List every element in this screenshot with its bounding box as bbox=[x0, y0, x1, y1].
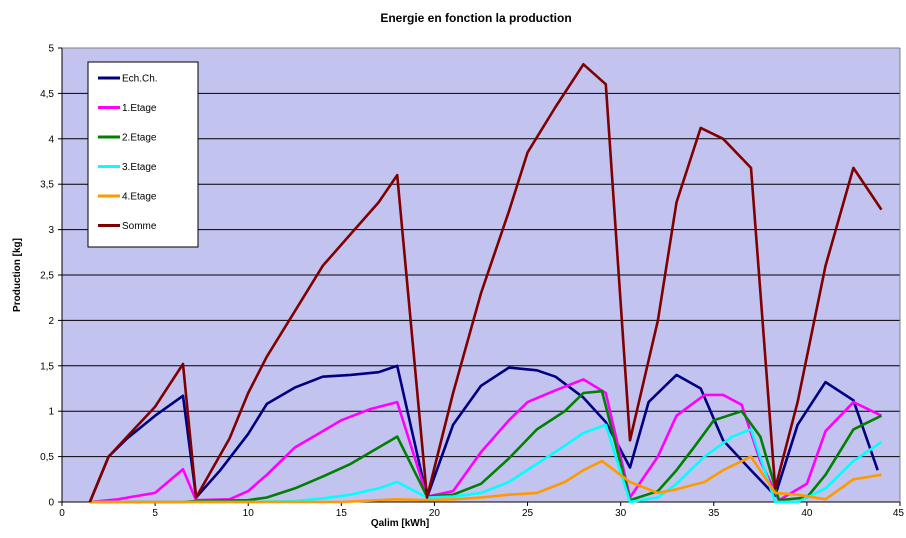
y-tick-label: 1 bbox=[48, 407, 54, 418]
legend-entry: 1.Etage bbox=[122, 103, 157, 114]
x-tick-label: 10 bbox=[243, 508, 255, 519]
series-line-5 bbox=[89, 455, 882, 504]
y-tick-label: 4,5 bbox=[40, 89, 54, 100]
legend-entry: 4.Etage bbox=[122, 192, 157, 203]
legend-entry: 3.Etage bbox=[122, 162, 157, 173]
y-tick-label: 0 bbox=[48, 498, 54, 509]
series-line-6 bbox=[88, 63, 883, 503]
x-tick-label: 5 bbox=[152, 508, 158, 519]
x-axis-label: Qalim [kWh] bbox=[371, 518, 429, 529]
legend-box bbox=[87, 61, 199, 248]
y-tick-label: 2 bbox=[48, 316, 54, 327]
x-axis-ticks: 0 5 10 15 20 25 30 35 40 45 bbox=[59, 502, 904, 519]
y-tick-label: 2,5 bbox=[40, 271, 54, 282]
legend-entry: Ech.Ch. bbox=[122, 74, 158, 85]
x-tick-label: 25 bbox=[522, 508, 534, 519]
chart-title: Energie en fonction la production bbox=[380, 11, 571, 25]
series-lines bbox=[88, 63, 883, 504]
legend-entry: 2.Etage bbox=[122, 133, 157, 144]
x-tick-label: 45 bbox=[893, 508, 905, 519]
y-tick-label: 3 bbox=[48, 225, 54, 236]
y-tick-label: 1,5 bbox=[40, 361, 54, 372]
y-axis-label: Production [kg] bbox=[12, 238, 23, 312]
x-tick-label: 15 bbox=[336, 508, 348, 519]
x-tick-label: 30 bbox=[615, 508, 627, 519]
legend: Ech.Ch. 1.Etage 2.Etage 3.Etage 4.Etage Somme bbox=[87, 61, 199, 248]
y-tick-label: 5 bbox=[48, 44, 54, 55]
y-tick-label: 4 bbox=[48, 134, 54, 145]
x-tick-label: 35 bbox=[708, 508, 720, 519]
legend-entry: Somme bbox=[122, 221, 157, 232]
x-tick-label: 20 bbox=[429, 508, 441, 519]
series-line-4 bbox=[89, 423, 883, 504]
y-tick-label: 3,5 bbox=[40, 180, 54, 191]
y-tick-label: 0,5 bbox=[40, 452, 54, 463]
y-axis-ticks: 0 0,5 1 1,5 2 2,5 3 3,5 4 4,5 5 bbox=[40, 44, 62, 509]
x-tick-label: 0 bbox=[59, 508, 65, 519]
series-line-3 bbox=[89, 389, 882, 504]
x-tick-label: 40 bbox=[801, 508, 813, 519]
